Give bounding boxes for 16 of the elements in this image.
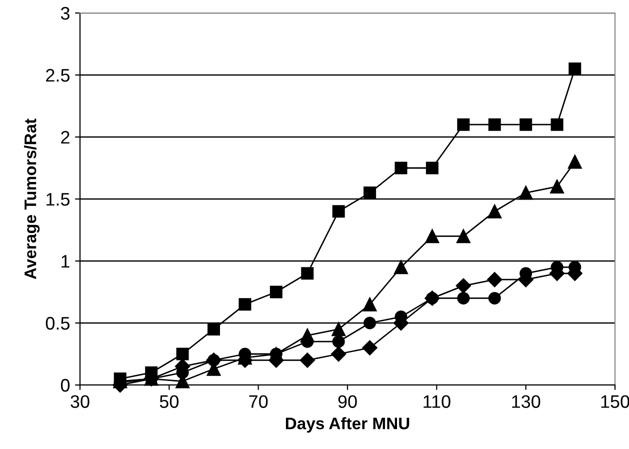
x-tick-label: 110 (424, 395, 450, 408)
y-tick-label: 0.5 (46, 316, 70, 330)
x-tick-label: 150 (601, 395, 629, 408)
x-tick-label: 90 (338, 395, 357, 408)
y-tick-label: 2 (61, 130, 70, 144)
x-tick-label: 30 (70, 395, 90, 408)
x-tick-label: 130 (512, 395, 540, 408)
x-tick-label: 70 (249, 395, 268, 408)
y-tick-label: 3 (60, 6, 70, 20)
y-tick-label: 2.5 (46, 68, 70, 82)
y-tick-label: 1.5 (46, 193, 70, 206)
y-tick-label: 0 (60, 378, 70, 392)
y-tick-label: 1 (62, 255, 70, 268)
x-tick-label: 50 (160, 395, 179, 408)
x-axis-title: Days After MNU (286, 417, 410, 433)
y-axis-title: Average Tumors/Rat (24, 118, 40, 280)
